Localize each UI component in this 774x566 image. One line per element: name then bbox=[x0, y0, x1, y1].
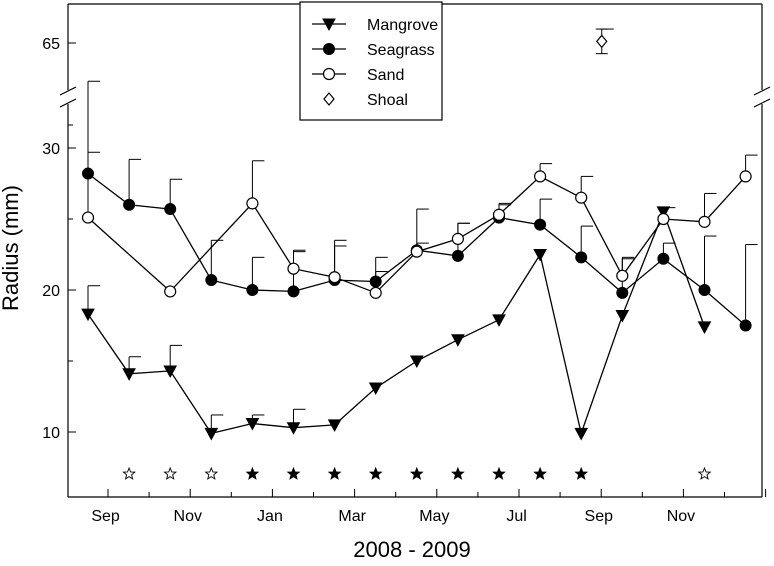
x-tick-label: Jan bbox=[257, 508, 283, 525]
mangrove-point bbox=[451, 334, 465, 347]
filled-star-marker bbox=[409, 466, 424, 480]
seagrass-point bbox=[451, 249, 464, 262]
seagrass-point bbox=[698, 284, 711, 296]
mangrove-point bbox=[327, 419, 342, 432]
mangrove-point bbox=[163, 365, 178, 378]
mangrove-point bbox=[574, 427, 589, 441]
sand-point bbox=[246, 197, 259, 210]
legend: Mangrove Seagrass Sand Shoal bbox=[299, 1, 443, 121]
legend-sand-marker bbox=[322, 67, 336, 81]
seagrass-point bbox=[739, 319, 752, 332]
legend-sand-label: Sand bbox=[367, 67, 404, 84]
seagrass-point bbox=[369, 275, 382, 288]
seagrass-point bbox=[616, 286, 629, 299]
mangrove-line bbox=[87, 210, 706, 436]
sand-point bbox=[369, 286, 382, 299]
sand-point bbox=[451, 232, 464, 245]
legend-seagrass-label: Seagrass bbox=[367, 42, 435, 59]
x-tick-label: Mar bbox=[338, 508, 366, 525]
significance-stars bbox=[122, 466, 712, 480]
legend-shoal-label: Shoal bbox=[367, 92, 408, 109]
filled-star-marker bbox=[533, 466, 547, 480]
left-axis-break-mark bbox=[59, 86, 77, 96]
open-star-marker bbox=[204, 466, 219, 480]
sand-point bbox=[698, 215, 711, 228]
sand-point bbox=[739, 170, 752, 183]
y-tick-label: 20 bbox=[42, 283, 60, 300]
sand-point bbox=[81, 211, 95, 224]
mangrove-point bbox=[122, 368, 136, 381]
filled-star-marker bbox=[368, 466, 383, 480]
legend-shoal-marker bbox=[323, 92, 335, 106]
seagrass-point bbox=[164, 203, 177, 216]
legend-mangrove-marker bbox=[322, 18, 336, 32]
data-points bbox=[81, 34, 752, 441]
filled-star-marker bbox=[286, 466, 301, 480]
x-tick-label: Jul bbox=[506, 508, 526, 525]
sand-point bbox=[410, 245, 423, 258]
legend-box bbox=[299, 1, 443, 121]
seagrass-point bbox=[205, 274, 218, 287]
sand-point bbox=[287, 262, 300, 275]
seagrass-point bbox=[657, 252, 670, 265]
y-tick-label: 10 bbox=[42, 425, 60, 442]
open-star-marker bbox=[697, 466, 712, 480]
sand-point bbox=[657, 212, 670, 226]
x-tick-label: May bbox=[419, 508, 449, 525]
filled-star-marker bbox=[327, 466, 342, 480]
mangrove-point bbox=[245, 417, 260, 431]
filled-star-marker bbox=[245, 466, 260, 480]
mangrove-point bbox=[81, 308, 95, 322]
seagrass-point bbox=[82, 167, 94, 180]
sand-point bbox=[575, 191, 588, 204]
open-star-marker bbox=[122, 466, 136, 480]
seagrass-point bbox=[287, 285, 300, 298]
filled-star-marker bbox=[451, 466, 465, 480]
legend-mangrove-label: Mangrove bbox=[367, 17, 438, 34]
seagrass-point bbox=[575, 251, 588, 264]
open-star-marker bbox=[163, 466, 178, 480]
y-tick-label: 30 bbox=[42, 141, 60, 158]
mangrove-point bbox=[286, 422, 301, 435]
x-tick-label: Sep bbox=[91, 508, 120, 525]
legend-seagrass-marker bbox=[323, 43, 335, 55]
mangrove-point bbox=[492, 314, 506, 327]
mangrove-point bbox=[615, 310, 630, 323]
y-tick-label: 65 bbox=[42, 36, 60, 53]
seagrass-point bbox=[246, 284, 259, 296]
right-axis-break-mark bbox=[753, 86, 771, 96]
axes: 10 20 30 65 Sep Nov Jan Mar May Jul Sep Nov bbox=[42, 3, 771, 525]
mangrove-point bbox=[368, 382, 383, 396]
mangrove-point bbox=[409, 355, 424, 369]
x-tick-label: Nov bbox=[174, 508, 202, 525]
sand-point bbox=[328, 271, 341, 284]
x-tick-label: Nov bbox=[667, 508, 695, 525]
left-axis-break-gap bbox=[60, 90, 76, 104]
mangrove-point bbox=[697, 321, 712, 334]
mangrove-point bbox=[656, 206, 671, 219]
sand-point bbox=[616, 269, 629, 282]
seagrass-point bbox=[534, 218, 547, 231]
sand-point bbox=[492, 208, 506, 221]
seagrass-point bbox=[123, 198, 136, 211]
shoal-point bbox=[595, 34, 608, 49]
right-axis-break-mark bbox=[753, 98, 771, 108]
filled-star-marker bbox=[492, 466, 506, 480]
mangrove-point bbox=[204, 427, 219, 441]
x-axis-title: 2008 - 2009 bbox=[353, 537, 470, 562]
x-tick-label: Sep bbox=[585, 508, 614, 525]
left-axis-break-mark bbox=[59, 98, 77, 108]
sand-point bbox=[164, 285, 177, 298]
sand-point bbox=[533, 170, 547, 183]
right-axis-break-gap bbox=[754, 90, 770, 104]
y-axis-title: Radius (mm) bbox=[0, 185, 23, 311]
filled-star-marker bbox=[574, 466, 589, 480]
mangrove-point bbox=[533, 249, 547, 262]
